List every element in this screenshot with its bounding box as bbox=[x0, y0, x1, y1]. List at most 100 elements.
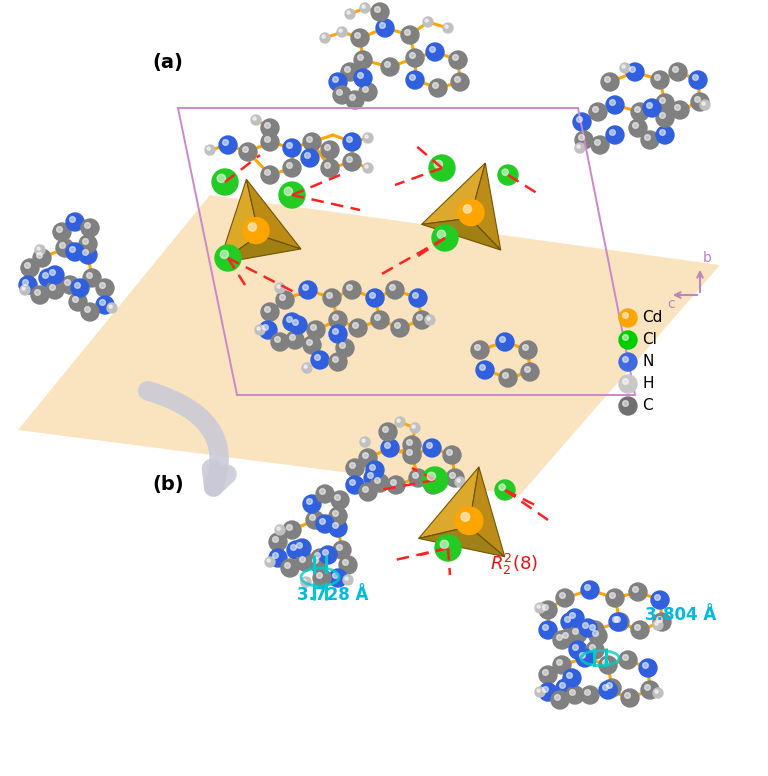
Circle shape bbox=[426, 442, 432, 449]
Circle shape bbox=[381, 439, 399, 457]
Circle shape bbox=[39, 269, 57, 287]
Circle shape bbox=[613, 617, 618, 622]
Circle shape bbox=[304, 365, 307, 368]
Circle shape bbox=[283, 139, 301, 157]
Circle shape bbox=[215, 245, 241, 271]
Circle shape bbox=[594, 140, 601, 145]
Text: 3.804 Å: 3.804 Å bbox=[645, 606, 717, 624]
Circle shape bbox=[694, 96, 700, 102]
Circle shape bbox=[306, 340, 313, 345]
Circle shape bbox=[557, 635, 562, 640]
Circle shape bbox=[73, 296, 78, 303]
Circle shape bbox=[610, 593, 615, 598]
Circle shape bbox=[223, 140, 228, 145]
Circle shape bbox=[570, 612, 575, 618]
Circle shape bbox=[369, 293, 376, 298]
Circle shape bbox=[329, 569, 347, 587]
Circle shape bbox=[319, 518, 326, 525]
Circle shape bbox=[603, 660, 608, 665]
Circle shape bbox=[315, 355, 320, 360]
Circle shape bbox=[702, 102, 705, 106]
Circle shape bbox=[498, 165, 518, 185]
Circle shape bbox=[619, 309, 637, 327]
Circle shape bbox=[293, 320, 298, 325]
Circle shape bbox=[346, 459, 364, 477]
Circle shape bbox=[358, 54, 363, 61]
Circle shape bbox=[71, 279, 89, 297]
Circle shape bbox=[50, 269, 55, 275]
Text: b: b bbox=[703, 251, 712, 265]
Circle shape bbox=[355, 33, 360, 38]
Circle shape bbox=[276, 291, 294, 309]
Circle shape bbox=[205, 145, 215, 155]
Circle shape bbox=[320, 33, 330, 43]
Circle shape bbox=[265, 307, 270, 313]
Circle shape bbox=[634, 106, 641, 113]
Circle shape bbox=[275, 283, 285, 293]
Circle shape bbox=[371, 474, 389, 492]
Circle shape bbox=[566, 609, 584, 627]
Circle shape bbox=[375, 7, 380, 12]
Circle shape bbox=[366, 289, 384, 307]
Circle shape bbox=[33, 249, 51, 267]
Circle shape bbox=[573, 113, 591, 131]
Circle shape bbox=[429, 47, 435, 52]
Circle shape bbox=[359, 483, 377, 501]
Circle shape bbox=[306, 511, 324, 529]
Circle shape bbox=[639, 659, 657, 677]
Circle shape bbox=[365, 165, 368, 168]
Circle shape bbox=[368, 473, 373, 478]
Circle shape bbox=[212, 169, 238, 195]
Circle shape bbox=[275, 337, 280, 342]
Circle shape bbox=[343, 153, 361, 171]
Circle shape bbox=[583, 622, 588, 629]
Circle shape bbox=[281, 559, 299, 577]
Circle shape bbox=[343, 133, 361, 151]
Circle shape bbox=[333, 522, 339, 528]
Circle shape bbox=[669, 63, 687, 81]
Circle shape bbox=[386, 281, 404, 299]
Circle shape bbox=[345, 9, 355, 19]
Circle shape bbox=[656, 94, 674, 112]
Circle shape bbox=[673, 67, 678, 72]
Circle shape bbox=[626, 63, 644, 81]
Circle shape bbox=[567, 673, 572, 678]
Circle shape bbox=[539, 666, 557, 684]
Circle shape bbox=[303, 133, 321, 151]
Circle shape bbox=[554, 695, 561, 701]
Circle shape bbox=[251, 115, 261, 125]
Circle shape bbox=[207, 147, 210, 151]
Circle shape bbox=[263, 324, 268, 331]
Circle shape bbox=[624, 693, 631, 698]
Circle shape bbox=[614, 617, 621, 622]
Circle shape bbox=[311, 351, 329, 369]
Circle shape bbox=[700, 100, 710, 110]
Circle shape bbox=[427, 473, 435, 480]
Circle shape bbox=[435, 535, 461, 561]
Circle shape bbox=[479, 365, 485, 370]
Circle shape bbox=[349, 95, 356, 100]
Circle shape bbox=[425, 315, 435, 325]
Circle shape bbox=[35, 289, 41, 296]
Circle shape bbox=[366, 461, 384, 479]
Circle shape bbox=[586, 641, 604, 659]
Circle shape bbox=[66, 213, 84, 231]
Circle shape bbox=[35, 245, 45, 255]
Circle shape bbox=[255, 325, 265, 335]
Circle shape bbox=[561, 613, 579, 631]
Circle shape bbox=[591, 136, 609, 154]
Circle shape bbox=[362, 487, 369, 492]
Circle shape bbox=[22, 287, 25, 290]
Text: 3.728 Å: 3.728 Å bbox=[297, 586, 369, 604]
Circle shape bbox=[293, 539, 311, 557]
Circle shape bbox=[656, 126, 674, 144]
Circle shape bbox=[81, 219, 99, 237]
Circle shape bbox=[560, 683, 565, 688]
Circle shape bbox=[631, 103, 649, 121]
Circle shape bbox=[653, 688, 663, 698]
Circle shape bbox=[70, 217, 75, 223]
Circle shape bbox=[346, 91, 364, 109]
Circle shape bbox=[50, 285, 55, 290]
Circle shape bbox=[557, 660, 562, 665]
Circle shape bbox=[397, 419, 400, 422]
